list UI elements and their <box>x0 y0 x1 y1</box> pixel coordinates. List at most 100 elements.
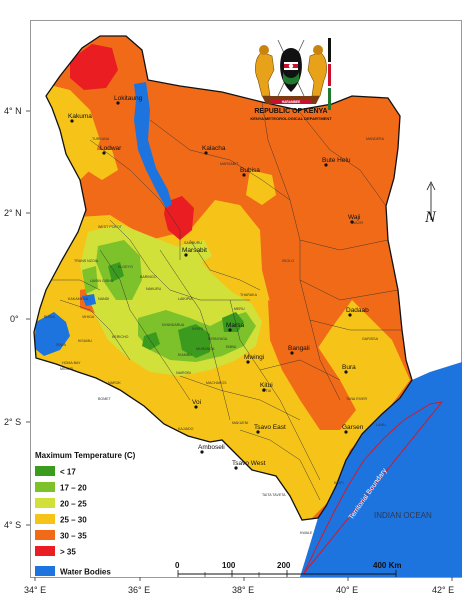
town-dot <box>200 450 204 454</box>
town-dot <box>344 370 348 374</box>
town-dot <box>256 430 260 434</box>
town-dot <box>234 466 238 470</box>
county-label: KILIFI <box>334 481 344 485</box>
scale-label-200: 200 <box>277 561 291 570</box>
lat-tick-0: 0° <box>10 314 19 324</box>
header-department: KENYA METEOROLOGICAL DEPARTMENT <box>250 116 332 121</box>
legend-label: > 35 <box>60 548 76 557</box>
town-dot <box>344 430 348 434</box>
town-dot <box>242 173 246 177</box>
legend-label: 30 – 35 <box>60 532 87 541</box>
legend-label: 25 – 30 <box>60 516 87 525</box>
legend-swatch <box>35 514 55 524</box>
town-label: Bute Helu <box>322 157 351 164</box>
town-label: Marsa <box>226 322 244 329</box>
lon-tick-36e: 36° E <box>128 585 150 595</box>
county-label: NAROK <box>108 381 121 385</box>
county-label: BARINGO <box>140 275 157 279</box>
town-dot <box>194 405 198 409</box>
lat-tick-2s: 2° S <box>4 417 21 427</box>
legend-label: < 17 <box>60 468 76 477</box>
scale-bar: 0 100 200 400 Km <box>175 561 401 577</box>
county-labels: TURKANA MARSABIT WAJIR MANDERA ISIOLO GARISSA… <box>44 137 386 535</box>
county-label: MACHAKOS <box>206 381 227 385</box>
legend-title: Maximum Temperature (C) <box>35 451 136 460</box>
legend-label: 20 – 25 <box>60 500 87 509</box>
county-label: UASIN GISHU <box>90 279 114 283</box>
lon-tick-34e: 34° E <box>24 585 46 595</box>
town-label: Lokitaung <box>114 95 143 102</box>
county-label: VIHIGA <box>82 315 95 319</box>
county-label: BUSIA <box>44 315 55 319</box>
legend-label: Water Bodies <box>60 568 111 577</box>
county-label: KITUI <box>262 389 271 393</box>
town-label: Mwingi <box>244 354 264 361</box>
header-country: REPUBLIC OF KENYA <box>254 108 327 115</box>
town-label: Tsavo West <box>232 460 266 467</box>
territorial-boundary <box>303 401 444 574</box>
town-dot <box>184 253 188 257</box>
county-label: LAIKIPIA <box>178 297 193 301</box>
ocean-label: INDIAN OCEAN <box>374 511 432 520</box>
county-label: MERU <box>234 307 245 311</box>
county-label: TANA RIVER <box>346 397 368 401</box>
north-arrow: N <box>424 181 437 226</box>
town-label: Dadaab <box>346 307 369 314</box>
county-label: WEST POKOT <box>98 225 123 229</box>
county-label: KWALE <box>300 531 313 535</box>
town-dot <box>324 163 328 167</box>
county-label: MAKUENI <box>232 421 248 425</box>
town-dot <box>204 151 208 155</box>
town-label: Garsen <box>342 424 364 431</box>
town-label: Waji <box>348 214 360 221</box>
legend: Maximum Temperature (C) < 17 17 – 20 20 – … <box>35 451 136 577</box>
lat-tick-2n: 2° N <box>4 208 22 218</box>
scale-label-0: 0 <box>175 561 180 570</box>
county-label: SAMBURU <box>184 241 202 245</box>
town-label: Marsabit <box>182 247 207 254</box>
town-label: Kitui <box>260 382 273 389</box>
county-label: MIGORI <box>60 367 73 371</box>
lon-tick-38e: 38° E <box>232 585 254 595</box>
town-label: Bubisa <box>240 167 260 174</box>
town-label: Bura <box>342 364 356 371</box>
scale-label-100: 100 <box>222 561 236 570</box>
county-label: LAMU <box>376 423 386 427</box>
county-boundaries <box>50 101 402 501</box>
north-arrow-label: N <box>424 209 437 226</box>
county-label: KERICHO <box>112 335 129 339</box>
county-label: NAIROBI <box>176 371 191 375</box>
county-label: EMBU <box>226 345 237 349</box>
county-label: NAKURU <box>146 287 162 291</box>
legend-swatch <box>35 566 55 576</box>
town-markers: Lokitaung Kakuma Lodwar Kalacha Bubisa Bute H… <box>68 95 369 470</box>
county-label: KAJIADO <box>178 427 194 431</box>
county-label: KISUMU <box>78 339 92 343</box>
town-dot <box>290 351 294 355</box>
town-label: Kakuma <box>68 113 92 120</box>
county-label: HOMA BAY <box>62 361 81 365</box>
county-label: NYANDARUA <box>162 323 185 327</box>
seal-motto: HARAMBEE <box>282 100 300 104</box>
legend-swatch <box>35 466 55 476</box>
lat-labels: 4° N 2° N 0° 2° S 4° S <box>4 106 22 530</box>
county-label: NANDI <box>98 297 109 301</box>
county-label: KIRINYAGA <box>208 337 228 341</box>
town-dot <box>70 119 74 123</box>
scale-label-400: 400 Km <box>373 561 401 570</box>
kenya-coat-of-arms: HARAMBEE <box>255 38 331 110</box>
town-label: Kalacha <box>202 145 226 152</box>
legend-swatch <box>35 482 55 492</box>
county-label: MURANGA <box>196 347 215 351</box>
county-label: NYERI <box>192 327 203 331</box>
legend-swatch <box>35 546 55 556</box>
county-label: KIAMBU <box>178 353 192 357</box>
county-label: WAJIR <box>352 221 363 225</box>
town-label: Amboseli <box>198 444 225 451</box>
town-label: Lodwar <box>100 145 122 152</box>
county-label: ELGEYO <box>118 265 133 269</box>
county-label: GARISSA <box>362 337 379 341</box>
county-label: BOMET <box>98 397 112 401</box>
lon-tick-40e: 40° E <box>336 585 358 595</box>
